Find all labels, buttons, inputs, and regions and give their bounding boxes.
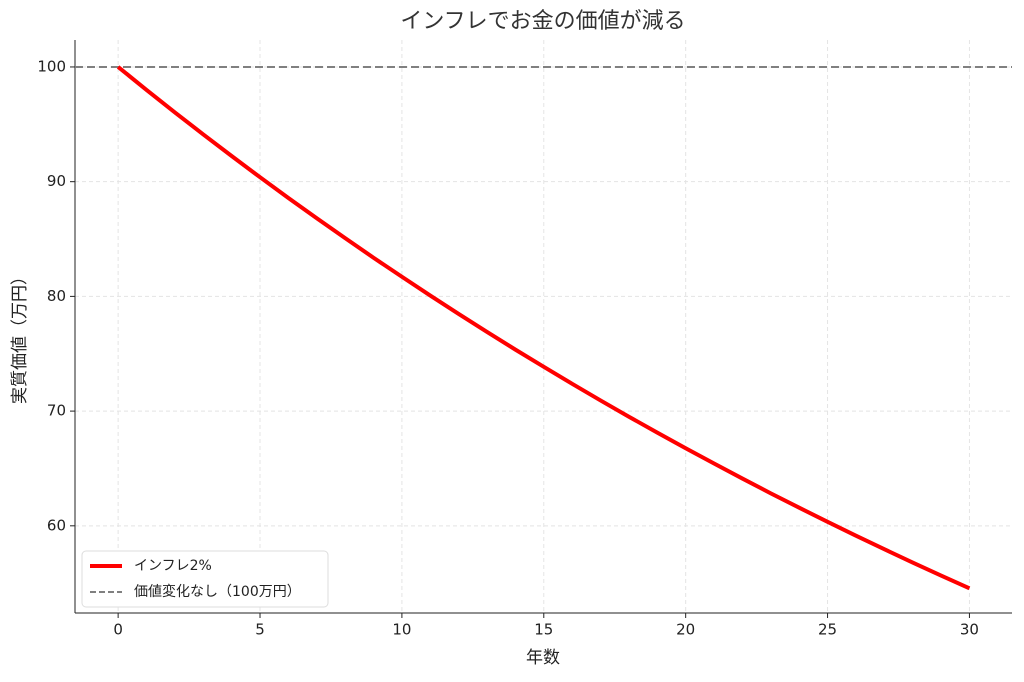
y-axis-label: 実質価値（万円） (10, 268, 30, 404)
y-tick-label: 70 (47, 402, 66, 420)
chart-title: インフレでお金の価値が減る (400, 9, 685, 34)
x-tick-label: 20 (676, 621, 695, 639)
x-tick-label: 30 (960, 621, 979, 639)
y-tick-label: 90 (47, 172, 66, 190)
legend-label: インフレ2% (134, 558, 212, 574)
x-tick-label: 5 (255, 621, 265, 639)
x-axis-label: 年数 (526, 648, 560, 668)
legend-label: 価値変化なし（100万円） (134, 583, 301, 600)
x-tick-label: 0 (113, 621, 123, 639)
y-tick-label: 80 (47, 287, 66, 305)
y-tick-label: 60 (47, 516, 66, 534)
x-tick-label: 25 (818, 621, 837, 639)
x-tick-label: 15 (534, 621, 553, 639)
y-tick-label: 100 (37, 57, 66, 75)
x-tick-label: 10 (392, 621, 411, 639)
line-series (116, 65, 971, 591)
legend-box (81, 550, 329, 608)
